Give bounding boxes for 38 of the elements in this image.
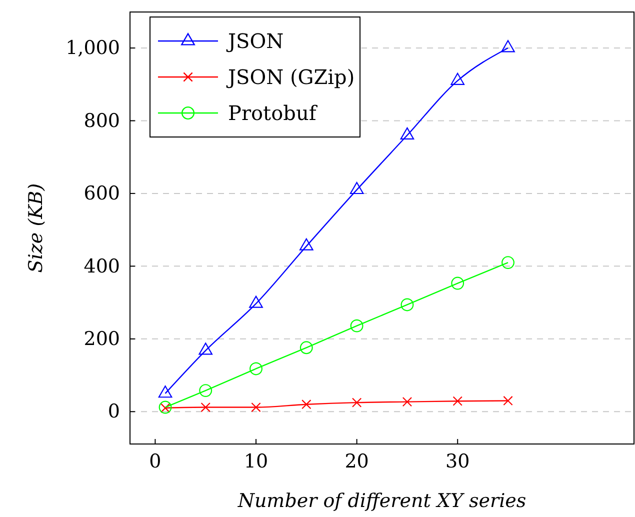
point <box>400 127 414 140</box>
x-tick-label: 0 <box>149 450 162 472</box>
point <box>350 182 364 194</box>
point <box>302 400 312 410</box>
point <box>249 296 263 308</box>
point <box>300 341 313 354</box>
point <box>250 362 262 376</box>
point <box>402 396 412 407</box>
legend-label: JSON (GZip) <box>226 65 355 89</box>
point <box>158 400 172 414</box>
x-axis-title: Number of different XY series <box>236 490 526 512</box>
x-tick-label: 20 <box>344 450 369 472</box>
point <box>501 40 515 52</box>
point <box>450 72 465 85</box>
point <box>199 384 212 397</box>
point <box>350 319 364 332</box>
y-tick-label: 0 <box>108 400 120 423</box>
y-tick-label: 400 <box>84 255 120 278</box>
point <box>299 238 314 250</box>
legend-label: Protobuf <box>228 101 318 125</box>
point <box>452 396 462 406</box>
y-tick-label: 200 <box>84 328 120 350</box>
point <box>160 403 170 413</box>
point <box>503 396 513 406</box>
y-tick-label: 1,000 <box>66 37 120 60</box>
x-tick-label: 30 <box>446 450 470 472</box>
y-tick-label: 600 <box>84 182 120 205</box>
point <box>451 276 464 290</box>
x-tick-label: 10 <box>244 450 268 472</box>
y-axis-title: Size (KB) <box>25 183 47 273</box>
point <box>502 256 514 269</box>
point <box>198 342 213 355</box>
legend-label: JSON <box>226 29 284 53</box>
point <box>400 298 414 312</box>
point <box>200 402 210 412</box>
y-tick-label: 800 <box>84 110 120 132</box>
point <box>251 402 261 412</box>
point <box>352 398 362 408</box>
